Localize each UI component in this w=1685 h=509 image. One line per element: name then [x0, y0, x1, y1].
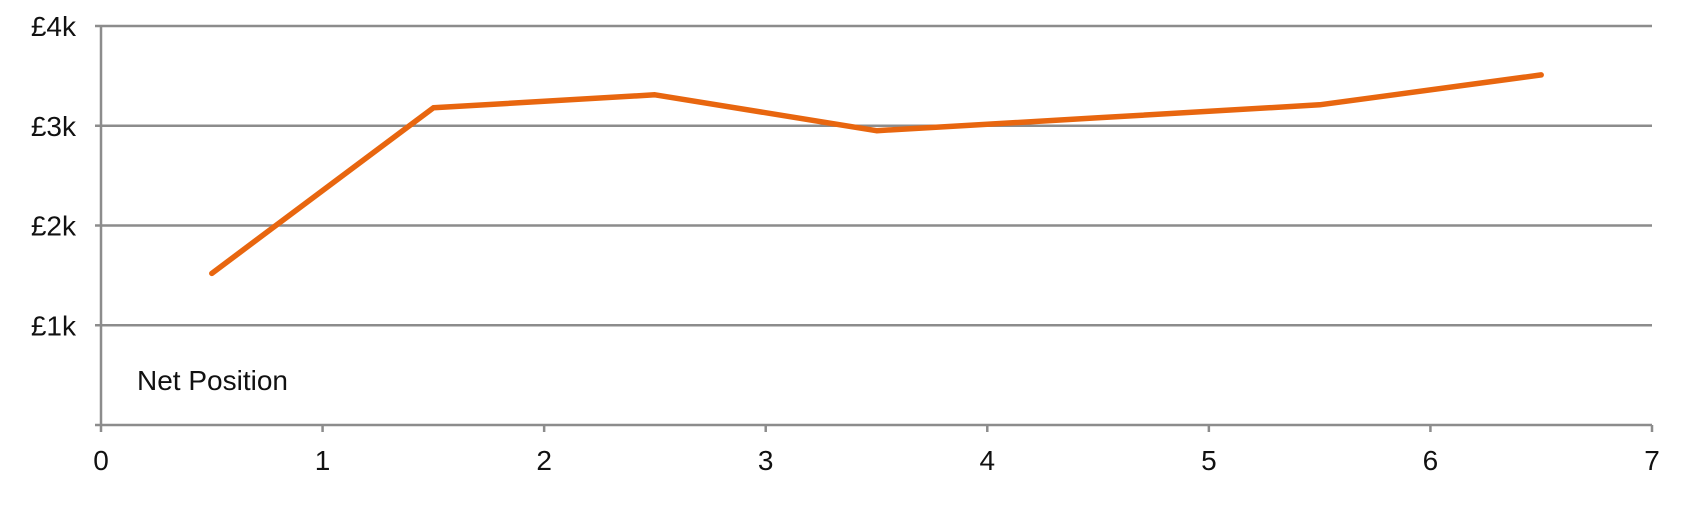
y-tick-label: £2k [31, 211, 77, 242]
gridlines [101, 24, 1652, 327]
x-tick-label: 5 [1201, 445, 1217, 476]
x-tick-label: 7 [1644, 445, 1660, 476]
tick-labels: £1k £2k £3k £4k 0 1 2 3 4 5 6 7 [31, 11, 1660, 476]
series-labels: Net Position [137, 365, 288, 396]
series-line-0 [209, 72, 1544, 277]
x-tick-label: 3 [758, 445, 774, 476]
x-tick-label: 4 [979, 445, 995, 476]
y-tick-label: £1k [31, 310, 77, 341]
x-tick-label: 0 [93, 445, 109, 476]
y-tick-label: £4k [31, 11, 77, 42]
series-lines [209, 72, 1544, 277]
x-tick-label: 2 [536, 445, 552, 476]
y-tick-label: £3k [31, 111, 77, 142]
x-tick-label: 1 [315, 445, 331, 476]
x-tick-label: 6 [1423, 445, 1439, 476]
axes [95, 24, 1654, 432]
series-label-net-position: Net Position [137, 365, 288, 396]
